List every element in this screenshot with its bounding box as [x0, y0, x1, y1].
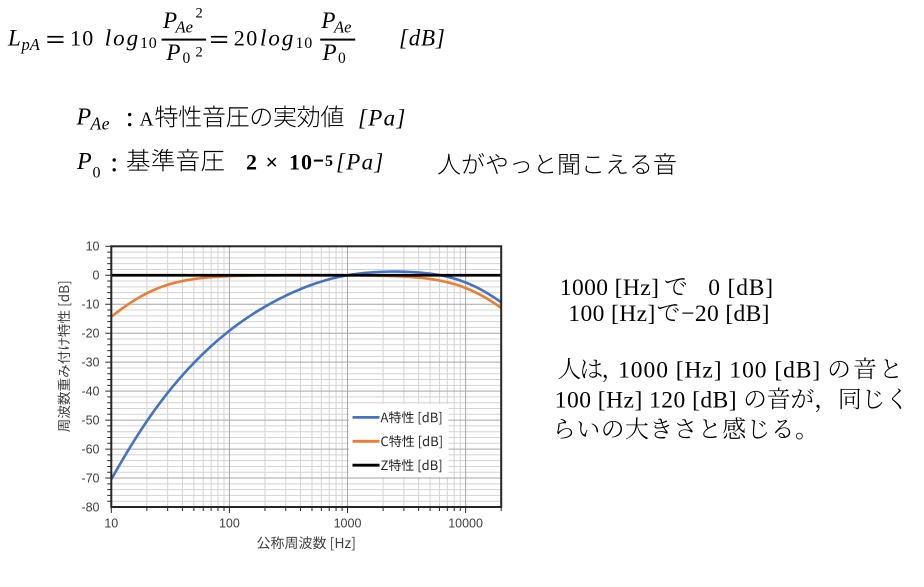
svg-text:100 [Hz] 120 [dB]: 100 [Hz] 120 [dB] — [555, 388, 737, 414]
svg-text:Ae: Ae — [90, 113, 110, 133]
svg-text:-40: -40 — [81, 385, 99, 399]
svg-text:-20: -20 — [81, 327, 99, 341]
svg-text:1000 [Hz] 100 [dB]: 1000 [Hz] 100 [dB] — [618, 358, 821, 384]
svg-text:log: log — [260, 26, 295, 51]
svg-text:P: P — [165, 40, 180, 65]
svg-text:10: 10 — [296, 35, 314, 52]
svg-text:100 [Hz]: 100 [Hz] — [568, 301, 655, 327]
svg-text:-60: -60 — [81, 443, 99, 457]
svg-text:0: 0 — [183, 50, 191, 67]
svg-text:0: 0 — [93, 269, 100, 283]
svg-text:-80: -80 — [81, 500, 99, 514]
svg-text:10: 10 — [104, 517, 118, 531]
svg-text:100: 100 — [219, 517, 240, 531]
svg-text:10: 10 — [70, 26, 94, 51]
svg-text:-10: -10 — [81, 298, 99, 312]
svg-text:10: 10 — [86, 240, 100, 254]
svg-text:-30: -30 — [81, 356, 99, 370]
svg-text:Ae: Ae — [175, 18, 193, 37]
svg-text:0: 0 — [93, 165, 101, 182]
svg-text:10000: 10000 — [448, 517, 483, 531]
svg-text:A: A — [140, 110, 154, 131]
svg-text:0 [dB]: 0 [dB] — [708, 275, 774, 301]
svg-text:-70: -70 — [81, 471, 99, 485]
svg-text:pA: pA — [21, 35, 41, 54]
svg-text:10: 10 — [289, 150, 313, 175]
svg-text:P: P — [320, 8, 335, 33]
svg-text:[dB]: [dB] — [399, 26, 446, 51]
svg-text:P: P — [76, 104, 92, 130]
svg-text:0: 0 — [338, 50, 346, 67]
svg-text:2: 2 — [196, 45, 203, 61]
svg-text:log: log — [105, 26, 140, 51]
svg-text:[Pa]: [Pa] — [358, 106, 407, 131]
svg-text:2: 2 — [196, 6, 203, 22]
svg-text:×: × — [266, 150, 279, 175]
svg-text:20: 20 — [234, 26, 259, 51]
svg-text:Ae: Ae — [333, 18, 351, 37]
svg-text:10: 10 — [140, 35, 158, 52]
svg-text:P: P — [162, 8, 177, 33]
svg-text:1000 [Hz]: 1000 [Hz] — [560, 275, 660, 301]
svg-text:L: L — [7, 26, 21, 51]
svg-text:5: 5 — [325, 153, 333, 170]
svg-text:P: P — [76, 149, 92, 175]
svg-text:[Pa]: [Pa] — [336, 150, 385, 175]
svg-text:P: P — [322, 40, 337, 65]
svg-text:2: 2 — [246, 150, 257, 175]
svg-text:−20 [dB]: −20 [dB] — [681, 301, 770, 327]
svg-text:-50: -50 — [81, 414, 99, 428]
svg-text:1000: 1000 — [334, 517, 362, 531]
